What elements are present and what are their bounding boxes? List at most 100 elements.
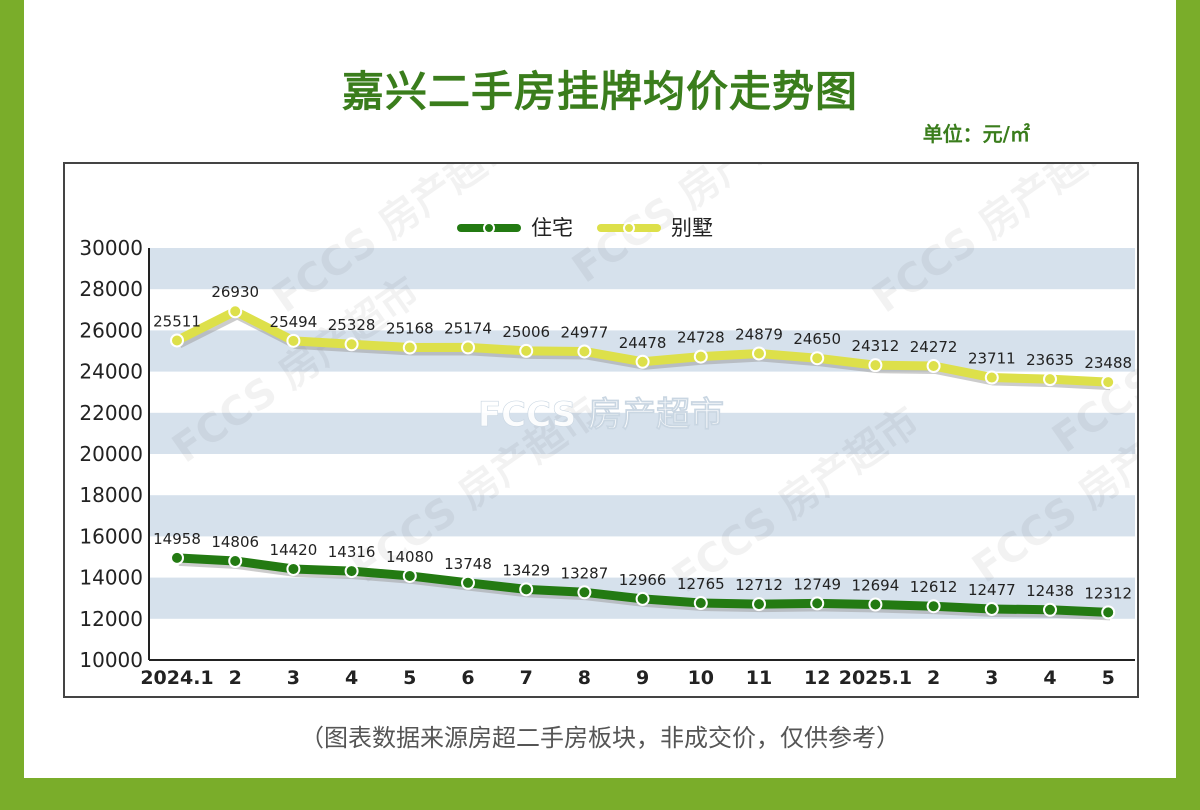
- legend-label: 别墅: [671, 216, 713, 240]
- data-point: [402, 568, 417, 583]
- data-label: 13748: [444, 555, 492, 573]
- y-tick-label: 28000: [79, 277, 143, 301]
- data-label: 12765: [677, 575, 725, 593]
- data-point: [752, 597, 766, 612]
- data-point: [286, 561, 301, 576]
- y-tick-label: 18000: [79, 483, 143, 507]
- data-point: [1043, 602, 1057, 617]
- footnote: （图表数据来源房超二手房板块，非成交价，仅供参考）: [300, 724, 900, 752]
- data-label: 26930: [211, 283, 259, 301]
- x-tick-label: 3: [287, 667, 300, 689]
- data-label: 12312: [1084, 584, 1132, 602]
- data-label: 14806: [211, 533, 259, 551]
- data-point: [984, 370, 999, 385]
- x-tick-label: 3: [985, 667, 998, 689]
- data-point: [926, 599, 941, 614]
- watermark-domain: fccs.com: [572, 385, 630, 400]
- data-point: [461, 340, 475, 355]
- y-tick-label: 16000: [79, 524, 143, 548]
- y-tick-label: 20000: [79, 442, 143, 466]
- legend-label: 住宅: [531, 216, 573, 240]
- x-tick-label: 5: [403, 667, 416, 689]
- x-tick-label: 10: [688, 667, 714, 689]
- x-tick-label: 8: [578, 667, 591, 689]
- x-tick-label: 11: [746, 667, 772, 689]
- data-label: 14420: [270, 541, 318, 559]
- series-villa: 25511 26930 25494 25328 25168 25174 25006 24977…: [153, 283, 1132, 391]
- data-point: [577, 344, 592, 359]
- legend-swatch-dot: [623, 222, 635, 234]
- data-label: 24312: [852, 337, 900, 355]
- y-tick-label: 26000: [79, 318, 143, 342]
- y-tick-label: 14000: [79, 566, 143, 590]
- data-point: [402, 340, 417, 355]
- data-point: [519, 343, 534, 358]
- axes: [148, 248, 1135, 661]
- data-point: [635, 591, 650, 606]
- x-tick-label: 12: [804, 667, 830, 689]
- data-label: 12966: [619, 571, 667, 589]
- data-label: 25328: [328, 316, 376, 334]
- x-tick-label: 9: [636, 667, 649, 689]
- x-tick-label: 2: [927, 667, 940, 689]
- data-label: 24272: [910, 338, 958, 356]
- data-point: [1043, 372, 1057, 387]
- legend-swatch-dot: [483, 222, 495, 234]
- data-point: [1101, 605, 1116, 620]
- data-label: 13429: [502, 561, 550, 579]
- grid-band-top: [149, 244, 1135, 248]
- data-point: [519, 582, 534, 597]
- data-point: [1101, 375, 1116, 390]
- data-point: [170, 550, 184, 565]
- data-label: 14958: [153, 530, 201, 548]
- data-point: [868, 597, 883, 612]
- watermark-text: FCCS 房产超市: [864, 164, 1128, 322]
- watermark-logo: FCCS 房产超市: [478, 395, 724, 435]
- data-label: 25494: [270, 313, 318, 331]
- data-point: [635, 354, 650, 369]
- data-label: 25174: [444, 319, 492, 337]
- data-label: 25006: [502, 323, 550, 341]
- data-label: 24728: [677, 329, 725, 347]
- data-label: 23711: [968, 350, 1016, 368]
- data-label: 12438: [1026, 582, 1074, 600]
- data-label: 14316: [328, 543, 376, 561]
- unit-label: 单位：元/㎡: [922, 122, 1030, 146]
- chart-frame: FCCS 房产超市 FCCS 房产超市 FCCS 房产超市 FCCS 房产超市 FCCS…: [63, 88, 1200, 698]
- data-label: 14080: [386, 548, 434, 566]
- x-tick-label: 2024.1: [140, 667, 213, 689]
- series-residential: 14958 14806 14420 14316 14080 13748 13429 13287…: [153, 530, 1132, 621]
- data-point: [577, 585, 592, 600]
- chart-title: 嘉兴二手房挂牌均价走势图: [341, 67, 858, 116]
- data-label: 24478: [619, 334, 667, 352]
- data-label: 24650: [793, 330, 841, 348]
- x-tick-label: 6: [461, 667, 474, 689]
- x-tick-label: 2025.1: [839, 667, 912, 689]
- data-point: [344, 564, 359, 579]
- data-label: 12712: [735, 576, 783, 594]
- x-tick-labels: 2024.1 2 3 4 5 6 7 8 9 10 11 12 2025.1 2 3 4 5: [140, 667, 1114, 689]
- legend-item: 别墅: [597, 216, 713, 240]
- grid-band: [149, 495, 1135, 537]
- data-label: 24879: [735, 325, 783, 343]
- data-point: [461, 575, 475, 590]
- data-point: [984, 601, 999, 616]
- data-label: 12749: [793, 575, 841, 593]
- data-point: [170, 333, 184, 348]
- series-layer: 14958 14806 14420 14316 14080 13748 13429 13287…: [153, 283, 1132, 621]
- y-tick-label: 10000: [79, 648, 143, 672]
- y-tick-label: 22000: [79, 401, 143, 425]
- data-point: [228, 553, 243, 568]
- y-tick-label: 30000: [79, 236, 143, 260]
- data-point: [810, 596, 825, 611]
- data-label: 24977: [561, 323, 609, 341]
- grid-band: [149, 248, 1135, 290]
- data-point: [926, 358, 941, 373]
- data-point: [286, 333, 301, 348]
- x-tick-label: 7: [520, 667, 533, 689]
- data-label: 25168: [386, 320, 434, 338]
- data-point: [693, 596, 708, 611]
- legend: 住宅 别墅: [457, 216, 713, 240]
- data-label: 12694: [852, 577, 900, 595]
- grid-band: [149, 412, 1135, 454]
